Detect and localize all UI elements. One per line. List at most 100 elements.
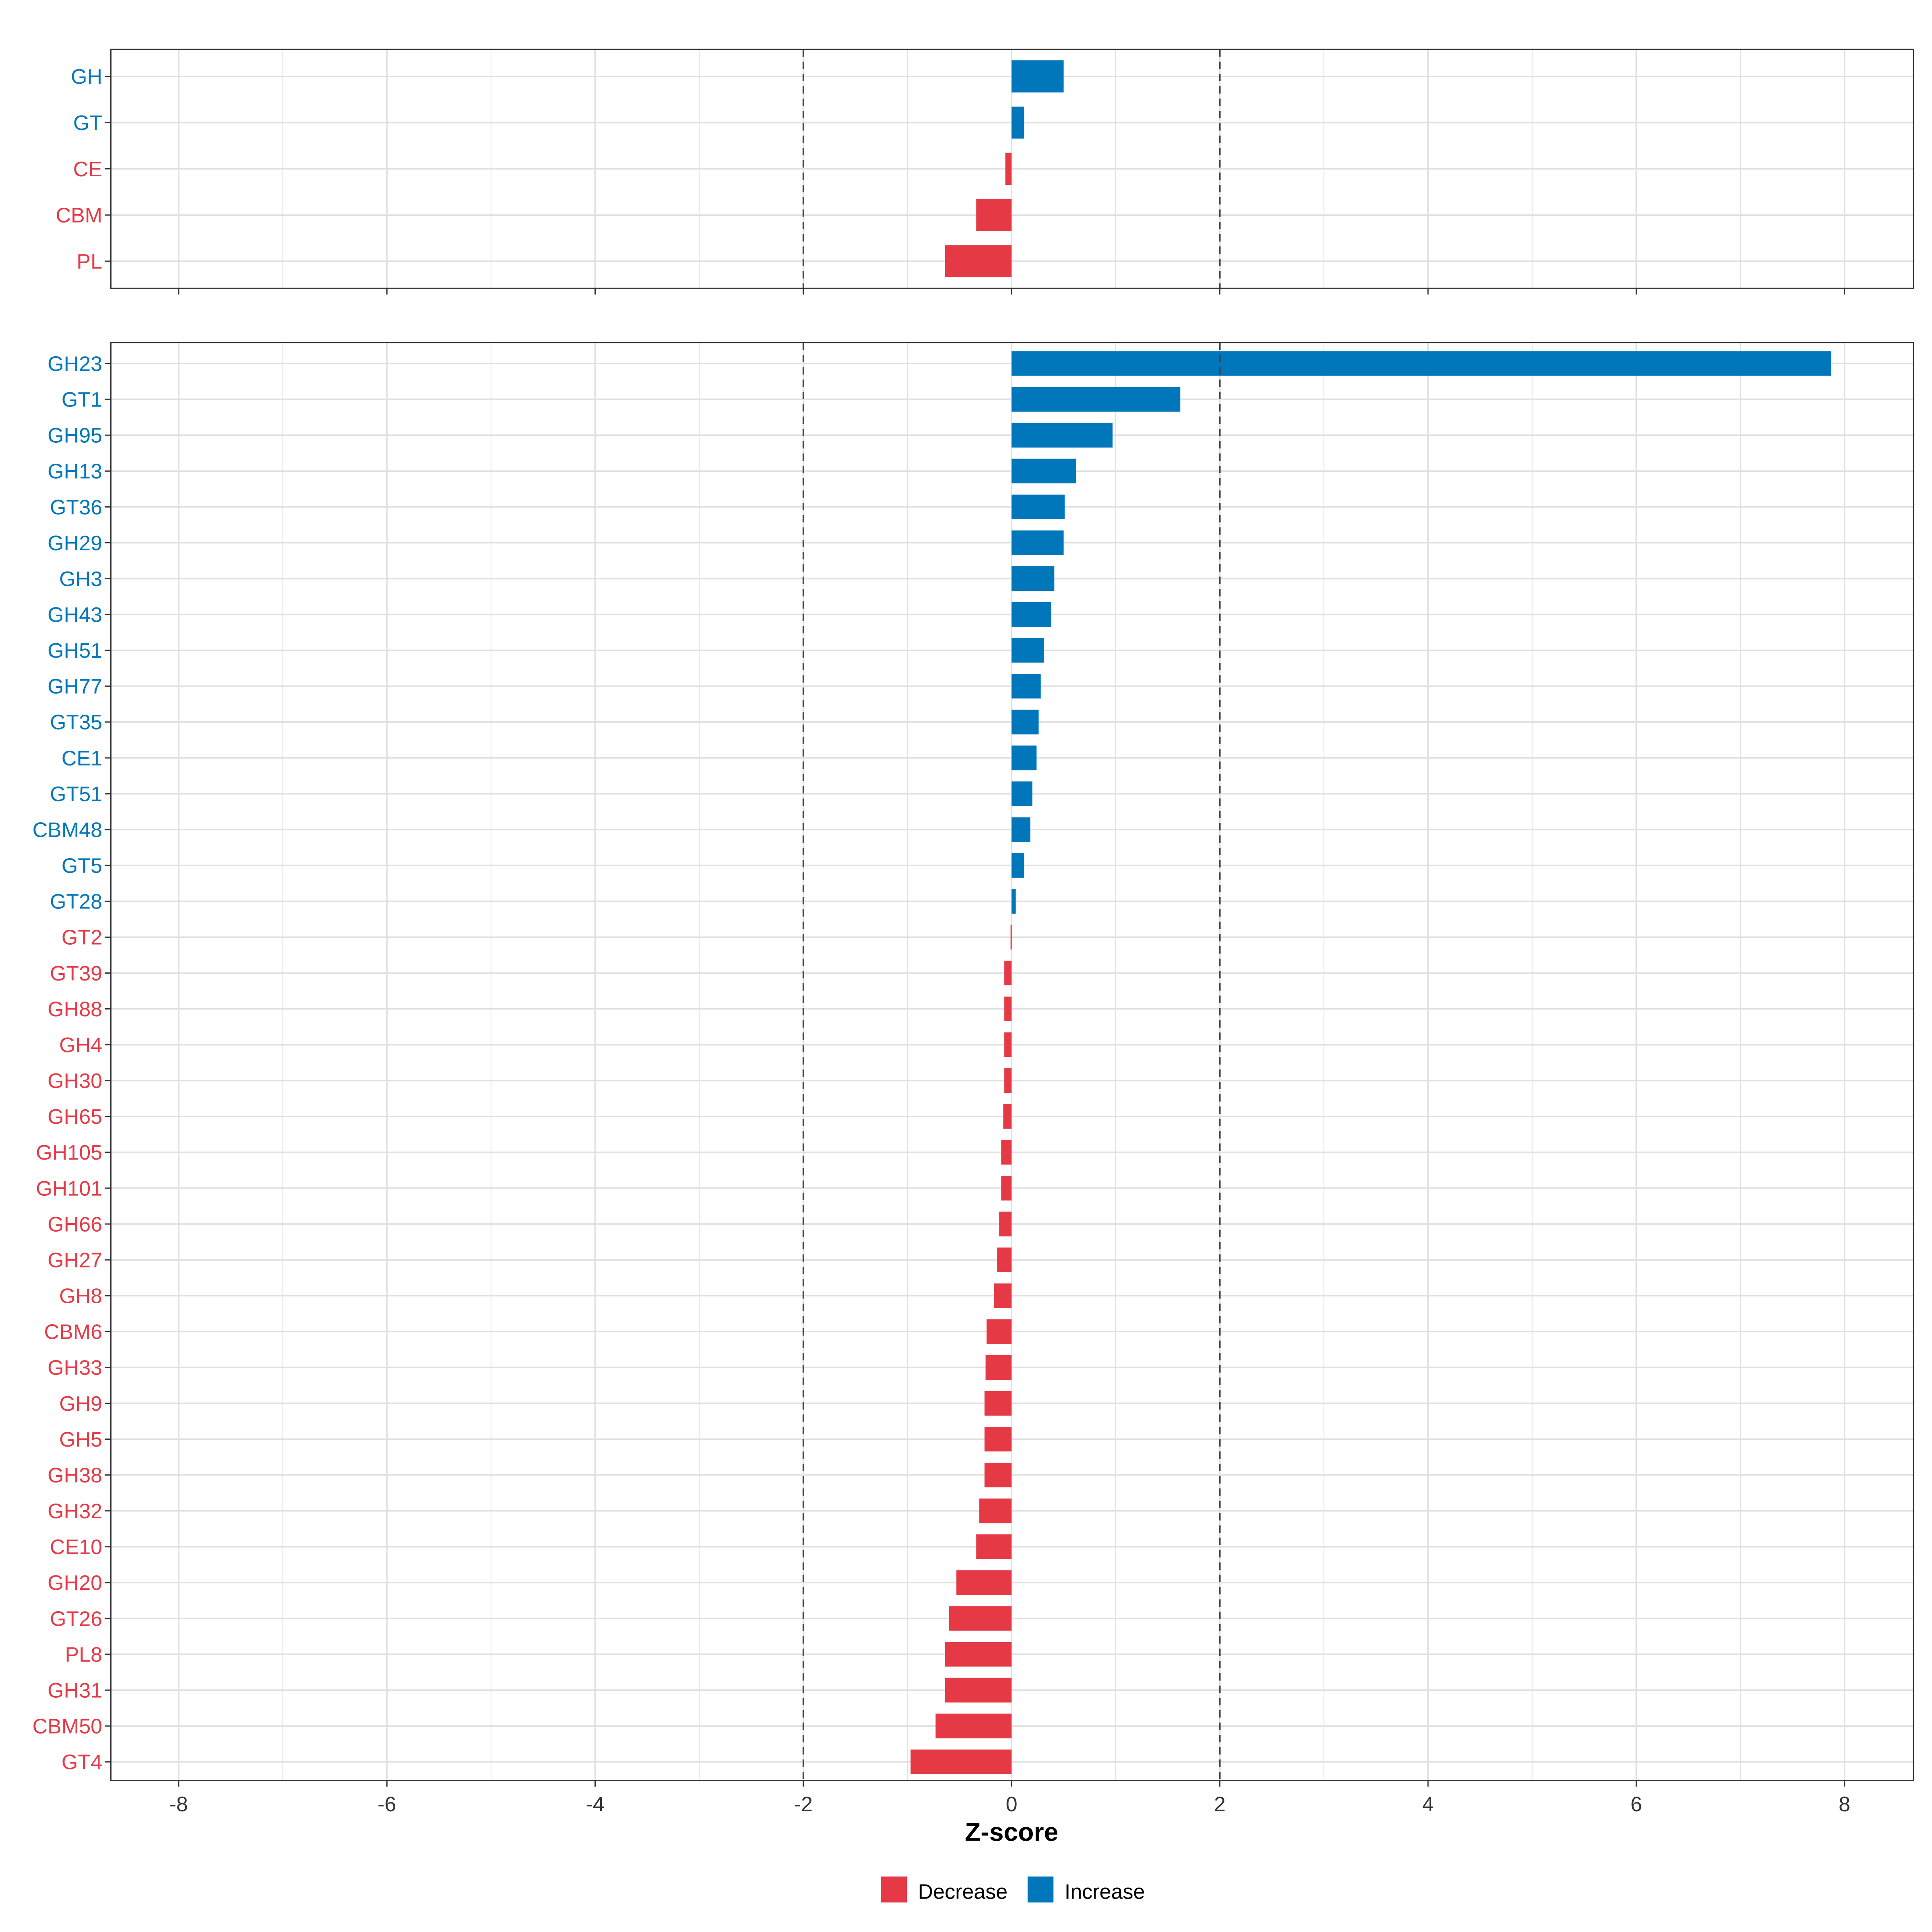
bottom-panel: GH23 GT1 GH95 GH13 GT36 GH29 GH3 GH43 GH51 GH77 GT…: [33, 342, 1914, 1787]
bar-gh30: [1004, 1068, 1012, 1093]
y-tick-label: CE: [73, 158, 102, 181]
legend: Decrease Increase: [881, 1876, 1145, 1903]
bar-gh32: [979, 1499, 1012, 1523]
y-tick-label: GH13: [47, 460, 102, 483]
y-tick-label: GT4: [62, 1751, 102, 1774]
y-tick-label: GT51: [50, 782, 102, 806]
y-tick-label: CBM50: [33, 1715, 103, 1738]
y-tick-label: CBM: [56, 204, 102, 227]
bar-ce1: [1011, 745, 1037, 770]
bar-gh23: [1011, 351, 1831, 376]
x-tick-label: 6: [1631, 1793, 1642, 1816]
x-tick-label: -2: [794, 1793, 813, 1816]
y-tick-label: GH66: [47, 1213, 102, 1236]
top-panel: GH GT CE CBM PL: [56, 48, 1914, 295]
bar-ce: [1005, 153, 1012, 185]
y-tick-label: GH3: [59, 568, 102, 591]
y-tick-label: CE10: [50, 1536, 102, 1559]
y-tick-label: GH23: [47, 352, 102, 376]
x-tick-label: 2: [1214, 1793, 1226, 1816]
bar-gt5: [1011, 853, 1024, 878]
bar-gh9: [985, 1391, 1012, 1416]
bar-cbm: [976, 199, 1012, 231]
y-tick-label: GT26: [50, 1607, 102, 1631]
bar-gh5: [985, 1426, 1012, 1452]
y-tick-label: GT: [73, 111, 102, 135]
y-tick-label: GH31: [47, 1679, 102, 1702]
legend-swatch-decrease: [881, 1876, 907, 1903]
bar-gh88: [1004, 996, 1012, 1022]
y-tick-label: GT35: [50, 711, 102, 734]
y-tick-label: CE1: [62, 747, 102, 770]
y-tick-label: GH88: [47, 998, 102, 1021]
y-tick-label: GH27: [47, 1249, 102, 1272]
bar-gh3: [1011, 566, 1055, 591]
y-tick-label: GH4: [59, 1034, 102, 1057]
y-tick-label: CBM6: [44, 1321, 103, 1344]
y-tick-label: GH9: [59, 1392, 102, 1416]
bar-gh33: [985, 1355, 1012, 1380]
bar-gt2: [1010, 925, 1012, 949]
bar-gh8: [994, 1283, 1012, 1308]
y-tick-label: PL: [76, 250, 102, 273]
x-tick-label: -8: [169, 1793, 188, 1816]
bar-gt26: [949, 1606, 1012, 1631]
y-tick-label: GH101: [36, 1177, 102, 1200]
bar-gt1: [1011, 387, 1181, 412]
y-tick-label: GH32: [47, 1500, 102, 1523]
y-tick-label: GH8: [59, 1285, 102, 1308]
y-tick-label: GH51: [47, 639, 102, 663]
y-tick-label: GH95: [47, 424, 102, 448]
bar-gh77: [1011, 674, 1041, 699]
bar-gh4: [1004, 1032, 1012, 1057]
bar-gt51: [1011, 781, 1032, 806]
bar-gh65: [1003, 1104, 1012, 1129]
bar-gh27: [997, 1247, 1012, 1272]
bar-gh95: [1011, 423, 1113, 448]
y-tick-label: GH29: [47, 532, 102, 555]
y-tick-label: GT39: [50, 962, 102, 985]
bar-gh: [1011, 60, 1064, 93]
y-tick-label: GT28: [50, 890, 102, 914]
bar-gt39: [1004, 960, 1012, 986]
y-tick-label: GH: [71, 65, 102, 89]
bar-gh29: [1011, 530, 1064, 555]
bar-cbm6: [987, 1319, 1012, 1344]
y-tick-label: GH33: [47, 1356, 102, 1380]
y-tick-label: GT2: [62, 926, 102, 949]
x-tick-label: 4: [1422, 1793, 1434, 1816]
y-tick-label: GH20: [47, 1571, 102, 1595]
legend-label-increase: Increase: [1065, 1880, 1145, 1903]
legend-swatch-increase: [1028, 1876, 1054, 1903]
y-tick-label: GH30: [47, 1069, 102, 1093]
bar-cbm50: [935, 1713, 1012, 1738]
bar-gh31: [945, 1678, 1012, 1703]
bar-gh101: [1001, 1176, 1012, 1201]
y-tick-label: GH38: [47, 1464, 102, 1487]
x-tick-label: -4: [586, 1793, 604, 1816]
y-tick-label: GH5: [59, 1428, 102, 1451]
legend-label-decrease: Decrease: [918, 1880, 1008, 1903]
bar-gh20: [956, 1570, 1012, 1595]
y-tick-label: GH105: [36, 1141, 102, 1164]
bar-gt: [1011, 106, 1024, 139]
bar-pl: [945, 245, 1012, 277]
bar-gt36: [1011, 494, 1065, 519]
y-tick-label: PL8: [65, 1643, 102, 1666]
bar-gh66: [999, 1212, 1012, 1236]
bar-gt4: [910, 1749, 1012, 1774]
bar-gh105: [1001, 1140, 1012, 1165]
bar-gh51: [1011, 638, 1044, 663]
x-axis-ticks: -8 -6 -4 -2 0 2 4 6 8: [169, 1793, 1850, 1816]
x-axis-title: Z-score: [965, 1817, 1058, 1846]
x-tick-label: 0: [1006, 1793, 1018, 1816]
y-tick-label: GT5: [62, 855, 102, 878]
y-tick-label: GH77: [47, 675, 102, 698]
bar-pl8: [945, 1642, 1012, 1667]
bar-gt28: [1011, 889, 1016, 914]
y-tick-label: GH65: [47, 1105, 102, 1129]
x-tick-label: 8: [1839, 1793, 1850, 1816]
y-tick-label: CBM48: [33, 818, 103, 842]
bar-cbm48: [1011, 817, 1030, 842]
